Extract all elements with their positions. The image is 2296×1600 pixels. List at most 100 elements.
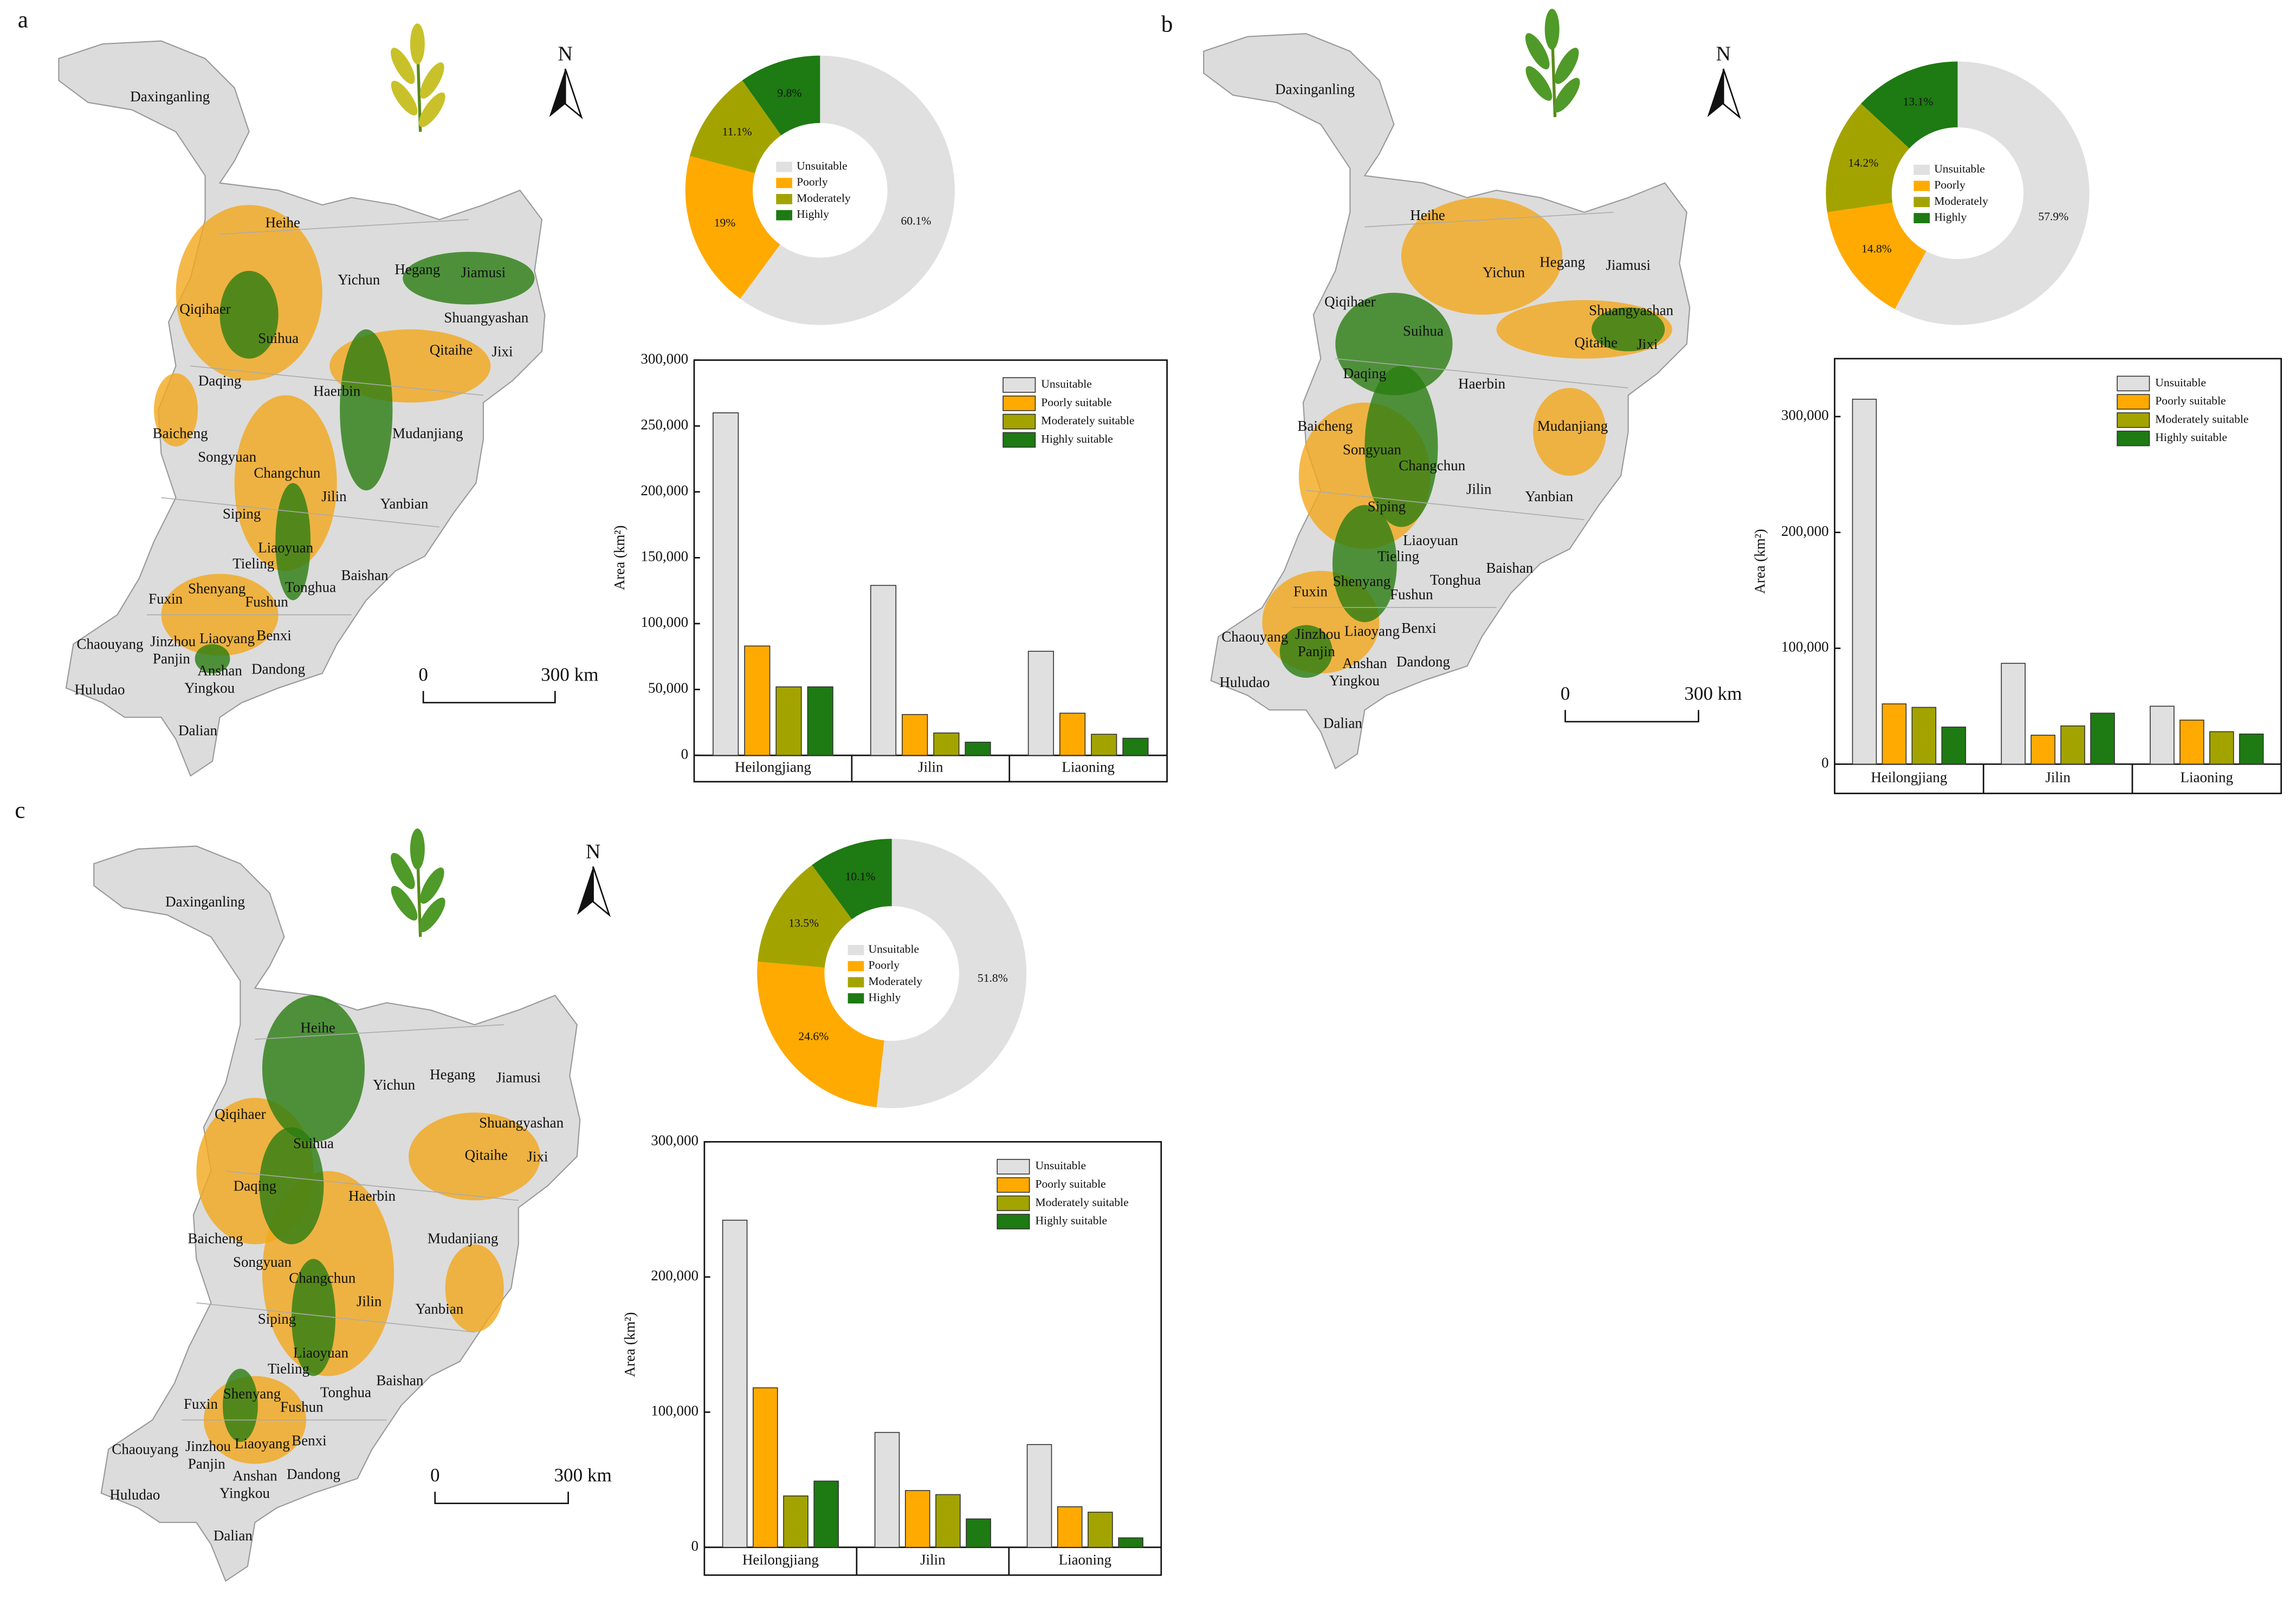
place-label: Shenyang: [1333, 573, 1390, 589]
legend-label: Moderately suitable: [1041, 414, 1134, 427]
slice-label: 24.6%: [798, 1030, 829, 1043]
place-label: Anshan: [197, 662, 242, 678]
place-label: Jinzhou: [185, 1438, 231, 1454]
bar: [2209, 731, 2234, 765]
place-label: Qitaihe: [465, 1147, 508, 1163]
x-tick-label: Liaoning: [1059, 1552, 1111, 1568]
bar: [783, 1495, 809, 1548]
place-label: Tieling: [1377, 548, 1419, 565]
place-label: Chaouyang: [112, 1441, 178, 1458]
place-label: Siping: [258, 1311, 296, 1327]
suitability-area: [1279, 625, 1333, 678]
place-label: Heihe: [1410, 207, 1445, 223]
boundary: [1306, 490, 1584, 520]
boundary: [161, 497, 439, 528]
legend-label: Highly suitable: [2155, 431, 2227, 444]
y-tick-label: 200,000: [641, 482, 688, 498]
suitability-area: [1332, 505, 1397, 623]
suitability-area: [1335, 293, 1453, 396]
legend-label: Highly suitable: [1035, 1214, 1107, 1227]
plant-leaf: [1525, 66, 1553, 101]
place-label: Hegang: [430, 1066, 475, 1083]
x-tick-label: Liaoning: [1062, 759, 1114, 775]
suitability-area: [223, 1369, 258, 1442]
bar: [870, 585, 897, 756]
place-label: Qiqihaer: [1324, 293, 1375, 309]
suitability-area: [259, 1127, 324, 1245]
place-label: Fushun: [245, 593, 288, 610]
plant-leaf: [391, 48, 415, 85]
legend-swatch: [997, 1195, 1030, 1212]
plot-frame: [703, 1141, 1162, 1576]
place-label: Fuxin: [184, 1396, 218, 1412]
legend-swatch: [2117, 394, 2150, 410]
y-tick-label: 0: [1821, 755, 1829, 771]
place-label: Suihua: [1403, 322, 1444, 339]
bar: [965, 741, 991, 756]
suitability-area: [340, 329, 393, 491]
place-label: Qiqihaer: [215, 1106, 266, 1122]
bar: [2060, 725, 2085, 765]
bar: [1852, 398, 1877, 765]
suitability-area: [234, 395, 337, 571]
place-label: Haerbin: [348, 1188, 396, 1204]
bar: [933, 732, 960, 756]
legend-label: Moderately: [868, 975, 922, 988]
place-label: Changchun: [1399, 457, 1465, 474]
plant-leaf: [418, 92, 445, 127]
suitability-area: [1592, 307, 1665, 352]
suitability-area: [154, 373, 198, 447]
boundary: [190, 365, 483, 396]
scale-label: 300 km: [554, 1465, 611, 1486]
place-label: Baishan: [341, 567, 389, 584]
legend-swatch: [848, 944, 864, 955]
y-tick-label: 0: [691, 1538, 699, 1554]
slice-label: 13.1%: [1903, 95, 1933, 108]
plant-leaf: [391, 81, 418, 115]
pie-slice: [689, 80, 781, 173]
place-label: Mudanjiang: [392, 425, 463, 442]
place-label: Liaoyuan: [1403, 532, 1458, 548]
legend-swatch: [1913, 197, 1930, 208]
suitability-area: [291, 1259, 336, 1376]
y-tick-label: 200,000: [651, 1267, 698, 1284]
place-label: Hegang: [394, 261, 440, 277]
boundary: [219, 219, 469, 235]
y-tick-label: 100,000: [641, 614, 688, 630]
place-label: Qitaihe: [1574, 334, 1617, 351]
legend-swatch: [776, 210, 792, 221]
place-label: Shuangyashan: [1589, 302, 1673, 319]
y-axis-label: Area (km²): [611, 525, 628, 590]
place-label: Tieling: [268, 1361, 309, 1377]
legend-label: Moderately suitable: [1035, 1196, 1128, 1209]
bar: [966, 1518, 991, 1548]
place-label: Fuxin: [1293, 583, 1328, 599]
north-arrow: [549, 68, 566, 118]
place-label: Fushun: [280, 1398, 324, 1415]
y-tick-label: 200,000: [1781, 523, 1829, 539]
bar: [1941, 727, 1967, 765]
place-label: Anshan: [1342, 655, 1387, 671]
slice-label: 9.8%: [777, 87, 801, 100]
plant-leaf: [391, 886, 418, 921]
y-tick-label: 300,000: [641, 351, 688, 367]
bar: [1026, 1444, 1052, 1548]
place-label: Benxi: [256, 627, 291, 643]
slice-label: 14.8%: [1861, 242, 1892, 255]
place-label: Jixi: [527, 1148, 548, 1164]
place-label: Siping: [223, 506, 261, 522]
y-axis-label: Area (km²): [1752, 529, 1768, 594]
suitability-area: [445, 1244, 504, 1332]
x-tick-label: Liaoning: [2181, 769, 2233, 786]
place-label: Jilin: [1466, 481, 1492, 497]
bar: [713, 412, 739, 756]
place-label: Shenyang: [188, 580, 245, 597]
place-label: Baishan: [376, 1372, 423, 1389]
place-label: Yingkou: [1329, 672, 1380, 689]
plant-leaf: [420, 62, 444, 99]
y-tick-label: 150,000: [641, 548, 688, 565]
y-axis-label: Area (km²): [622, 1312, 638, 1377]
slice-label: 10.1%: [845, 870, 876, 883]
map: Daxinganling Heihe Yichun Hegang Jiamusi Qiqi…: [93, 845, 581, 1582]
legend-label: Unsuitable: [797, 159, 848, 172]
